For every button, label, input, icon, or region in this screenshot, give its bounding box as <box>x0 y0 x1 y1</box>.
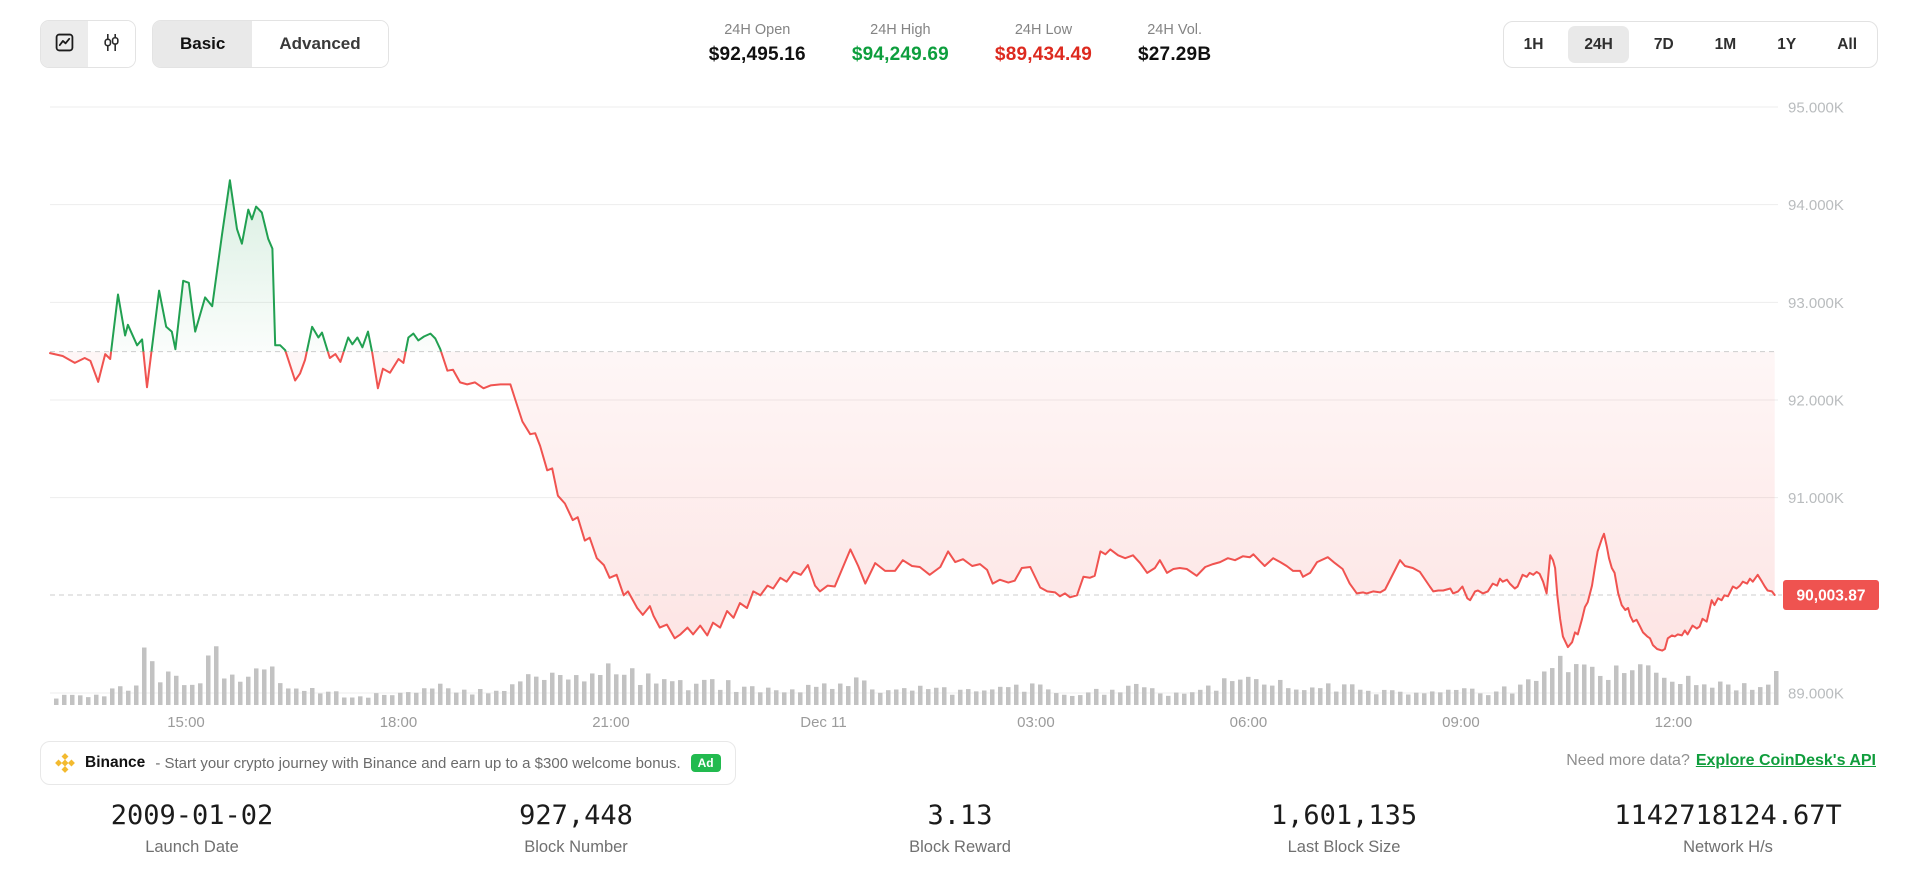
line-chart-icon <box>55 33 74 55</box>
price-line-down <box>49 351 1776 652</box>
y-axis-label: 91.000K <box>1788 490 1844 507</box>
block-number-value: 927,448 <box>519 800 633 831</box>
candlestick-icon <box>102 33 121 55</box>
candlestick-chart-type-button[interactable] <box>88 21 135 67</box>
binance-ad-banner[interactable]: Binance - Start your crypto journey with… <box>40 741 736 785</box>
time-range-group: 1H 24H 7D 1M 1Y All <box>1502 21 1878 68</box>
range-7d-button[interactable]: 7D <box>1638 26 1690 63</box>
advanced-mode-button[interactable]: Advanced <box>252 21 388 67</box>
stat-open-value: $92,495.16 <box>708 44 806 65</box>
api-cta: Need more data? Explore CoinDesk's API <box>1566 752 1876 770</box>
ad-badge: Ad <box>690 754 721 772</box>
ohlc-stats: 24H Open $92,495.16 24H High $94,249.69 … <box>709 22 1212 66</box>
y-axis-label: 93.000K <box>1788 295 1844 312</box>
stat-open: 24H Open $92,495.16 <box>709 22 806 66</box>
area-fill-up <box>50 180 1775 352</box>
stat-low-value: $89,434.49 <box>994 44 1093 65</box>
stat-last-block-size: 1,601,135 Last Block Size <box>1152 800 1536 857</box>
stat-volume-value: $27.29B <box>1138 44 1212 65</box>
price-chart[interactable]: 95.000K 94.000K 93.000K 92.000K 91.000K 89.00… <box>0 0 1920 745</box>
stat-open-label: 24H Open <box>724 22 791 38</box>
y-axis-label: 95.000K <box>1788 100 1844 117</box>
line-chart-type-button[interactable] <box>41 21 88 67</box>
x-axis-label: 21:00 <box>592 714 630 731</box>
last-block-size-label: Last Block Size <box>1287 838 1401 856</box>
x-axis-label: 15:00 <box>167 714 205 731</box>
stat-high-value: $94,249.69 <box>851 44 949 65</box>
price-chart-area: 95.000K 94.000K 93.000K 92.000K 91.000K 89.00… <box>0 0 1920 745</box>
x-axis-label: Dec 11 <box>800 714 846 731</box>
block-number-label: Block Number <box>524 838 628 856</box>
launch-date-value: 2009-01-02 <box>110 800 274 831</box>
asset-stats-row: 2009-01-02 Launch Date 927,448 Block Num… <box>0 800 1920 857</box>
basic-mode-button[interactable]: Basic <box>153 21 253 67</box>
network-hs-label: Network H/s <box>1683 838 1773 856</box>
y-axis-label: 92.000K <box>1788 393 1844 410</box>
stat-low: 24H Low $89,434.49 <box>995 22 1092 66</box>
x-axis-label: 03:00 <box>1017 714 1055 731</box>
network-hs-value: 1142718124.67T <box>1614 800 1842 831</box>
x-axis-labels: 15:00 18:00 21:00 Dec 11 03:00 06:00 09:00 12:0… <box>167 714 1692 731</box>
range-1y-button[interactable]: 1Y <box>1761 26 1812 63</box>
stat-high-label: 24H High <box>870 22 931 38</box>
block-reward-value: 3.13 <box>927 800 993 831</box>
range-all-button[interactable]: All <box>1821 26 1873 63</box>
svg-text:90,003.87: 90,003.87 <box>1797 587 1866 604</box>
volume-bars <box>54 646 1779 705</box>
chart-toolbar: Basic Advanced <box>40 20 389 68</box>
x-axis-label: 18:00 <box>380 714 418 731</box>
binance-logo-icon <box>55 753 75 773</box>
stat-launch-date: 2009-01-02 Launch Date <box>0 800 384 857</box>
launch-date-label: Launch Date <box>145 838 239 856</box>
stat-volume-label: 24H Vol. <box>1147 22 1203 38</box>
chart-type-group <box>40 20 136 68</box>
x-axis-label: 06:00 <box>1230 714 1268 731</box>
binance-ad-title: Binance <box>85 754 146 771</box>
stat-block-reward: 3.13 Block Reward <box>768 800 1152 857</box>
stat-network-hs: 1142718124.67T Network H/s <box>1536 800 1920 857</box>
stat-low-label: 24H Low <box>1014 22 1073 38</box>
range-1h-button[interactable]: 1H <box>1508 26 1560 63</box>
range-24h-button[interactable]: 24H <box>1568 26 1629 63</box>
range-1m-button[interactable]: 1M <box>1699 26 1753 63</box>
stat-high: 24H High $94,249.69 <box>852 22 949 66</box>
api-cta-prompt: Need more data? <box>1566 752 1690 769</box>
last-price-badge: 90,003.87 <box>1783 579 1879 610</box>
price-line-up <box>110 179 443 352</box>
chart-mode-group: Basic Advanced <box>152 20 389 68</box>
y-axis-label: 89.000K <box>1788 686 1844 703</box>
x-axis-label: 12:00 <box>1655 714 1693 731</box>
last-block-size-value: 1,601,135 <box>1270 800 1418 831</box>
area-fill-down <box>50 351 1775 651</box>
stat-volume: 24H Vol. $27.29B <box>1138 22 1211 66</box>
block-reward-label: Block Reward <box>909 838 1011 856</box>
x-axis-label: 09:00 <box>1442 714 1480 731</box>
y-axis-label: 94.000K <box>1788 197 1844 214</box>
stat-block-number: 927,448 Block Number <box>384 800 768 857</box>
explore-api-link[interactable]: Explore CoinDesk's API <box>1695 752 1876 769</box>
binance-ad-text: - Start your crypto journey with Binance… <box>155 754 681 772</box>
